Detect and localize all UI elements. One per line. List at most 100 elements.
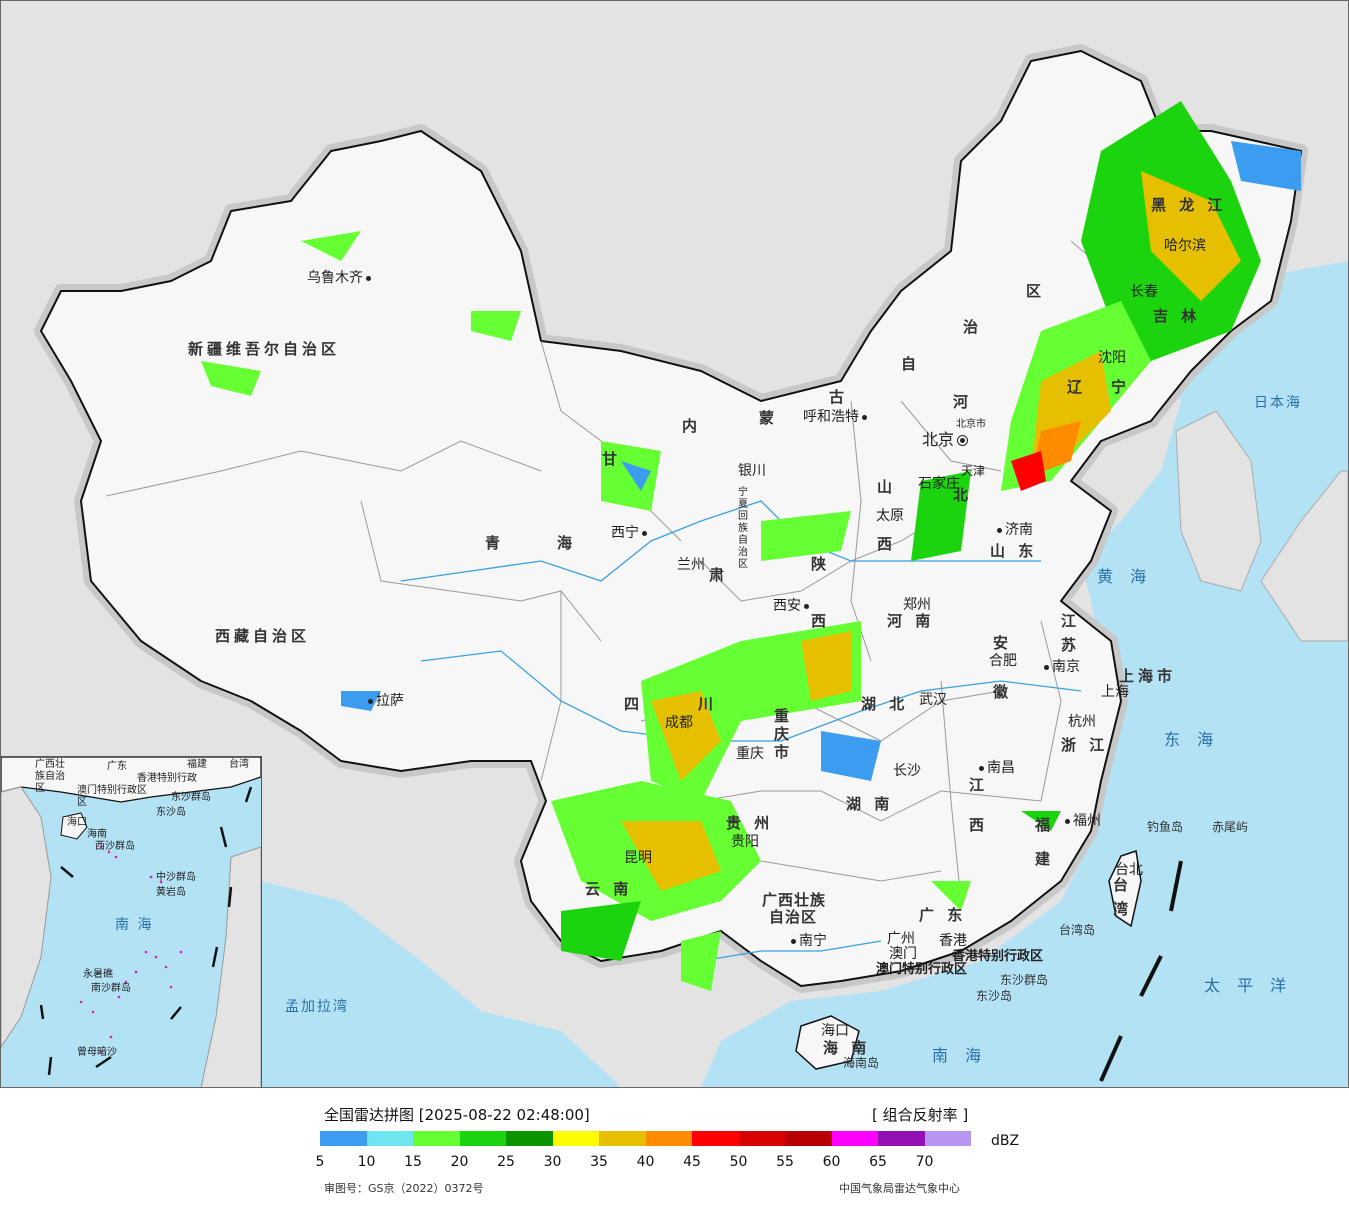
sea-south: 南 海	[932, 1046, 988, 1065]
sea-pacific: 太 平 洋	[1204, 976, 1293, 995]
sea-yellow: 黄 海	[1097, 567, 1153, 586]
city-dot	[862, 414, 867, 420]
city-dot	[1065, 818, 1070, 824]
city-dot	[1044, 664, 1049, 670]
region-liaoning-1: 辽	[1067, 378, 1087, 396]
legend-swatch	[366, 1131, 413, 1146]
city-wuhan: 武汉	[919, 692, 947, 708]
city-shenyang: 沈阳	[1098, 350, 1126, 366]
inset-label-nansea: 南 海	[115, 917, 154, 933]
city-nanjing: 南京	[1041, 659, 1080, 675]
legend-tick: 55	[776, 1154, 794, 1170]
inset-hainan	[60, 812, 88, 840]
city-dot	[642, 530, 647, 536]
island-diaoyu: 钓鱼岛	[1147, 820, 1184, 834]
region-beijing-city: 北京市	[956, 419, 986, 430]
legend-swatch	[645, 1131, 692, 1146]
city-dot	[997, 527, 1002, 533]
island-dongsha: 东沙岛	[976, 989, 1013, 1003]
city-hongkong: 香港	[939, 933, 967, 949]
region-shandong: 山 东	[990, 542, 1038, 560]
inset-label-fujian: 福建	[187, 759, 207, 770]
city-dot	[791, 938, 796, 944]
region-guizhou: 贵 州	[726, 814, 774, 832]
legend-swatch	[599, 1131, 646, 1146]
region-henan: 河 南	[887, 612, 935, 630]
city-nanning: 南宁	[788, 933, 827, 949]
inset-label-dsqd: 东沙群岛	[171, 792, 211, 803]
inset-island-dots	[79, 845, 183, 1054]
city-hangzhou: 杭州	[1068, 714, 1096, 730]
region-gansu-2: 肃	[709, 566, 729, 584]
legend-tick: 20	[450, 1154, 469, 1170]
city-fuzhou: 福州	[1062, 813, 1101, 829]
legend-tick: 65	[869, 1154, 887, 1170]
city-changsha: 长沙	[893, 763, 921, 779]
sar-macau: 澳门特别行政区	[876, 962, 968, 977]
japan-land	[1260, 470, 1348, 642]
region-neimenggu-1: 内	[682, 417, 702, 435]
region-fujian-2: 建	[1035, 850, 1055, 868]
legend-swatch	[878, 1131, 925, 1146]
legend-tick: 35	[590, 1154, 608, 1170]
legend-swatch	[692, 1131, 739, 1146]
region-jiangxi-1: 江	[969, 776, 989, 794]
inset-west-land	[1, 786, 52, 1048]
inset-label-yongshu: 永暑礁	[83, 969, 113, 980]
legend-tick: 40	[636, 1154, 655, 1170]
city-taibei: 台北	[1115, 862, 1143, 878]
region-sichuan-1: 四	[624, 695, 644, 713]
city-hefei: 合肥	[989, 653, 1017, 669]
region-liaoning-2: 宁	[1111, 378, 1131, 396]
region-guangxi-2: 自治区	[769, 908, 818, 926]
city-shijiazhuang: 石家庄	[918, 476, 960, 492]
legend-swatch	[831, 1131, 878, 1146]
region-shanxi-1: 山	[877, 478, 897, 496]
region-shaanxi-2: 西	[811, 612, 831, 630]
region-zhejiang: 浙 江	[1061, 736, 1109, 754]
city-changchun: 长春	[1130, 284, 1158, 300]
region-hubei: 湖 北	[861, 695, 909, 713]
region-shanghai: 上海市	[1119, 667, 1177, 685]
city-dot	[979, 765, 984, 771]
region-hebei-1: 河	[953, 393, 973, 411]
legend-unit: dBZ	[991, 1133, 1020, 1149]
island-chiwei: 赤尾屿	[1212, 820, 1249, 834]
legend-tick: 10	[357, 1154, 376, 1170]
region-jiangsu-2: 苏	[1061, 636, 1081, 654]
city-chongqing: 重庆	[736, 746, 764, 762]
radar-map: 新疆维吾尔自治区 西藏自治区 青 海 甘 肃 内 蒙 古 自 治 区 黑 龙 江…	[0, 0, 1349, 1088]
radar-echoes	[201, 101, 1301, 991]
sea-bengal: 孟加拉湾	[285, 999, 349, 1015]
region-gansu-1: 甘	[602, 450, 622, 468]
city-xian: 西安	[773, 598, 812, 614]
region-jilin: 吉 林	[1153, 307, 1201, 325]
region-fujian-1: 福	[1035, 816, 1055, 834]
china-land	[40, 50, 1302, 987]
city-chengdu: 成都	[665, 715, 693, 731]
region-taiwan-1: 台	[1113, 876, 1133, 894]
bengal-sea-area	[261, 881, 621, 1087]
city-shanghai: 上海	[1101, 684, 1129, 700]
region-neimenggu-2: 蒙	[759, 409, 779, 427]
legend-swatch	[320, 1131, 367, 1146]
capital-icon	[957, 435, 969, 446]
legend-swatch	[506, 1131, 553, 1146]
city-jinan: 济南	[994, 522, 1033, 538]
legend-product: [ 组合反射率 ]	[872, 1106, 969, 1124]
city-yinchuan: 银川	[738, 463, 766, 479]
inset-dashed-line	[39, 786, 253, 1076]
taiwan-land	[1108, 850, 1142, 928]
region-neimenggu-6: 区	[1026, 282, 1046, 300]
region-jiangsu-1: 江	[1061, 612, 1081, 630]
inset-label-hainan: 海南	[87, 829, 107, 840]
inset-label-guangxi: 广西壮族自治区	[35, 759, 65, 794]
inset-label-guangdong: 广东	[107, 761, 127, 772]
region-hunan: 湖 南	[846, 795, 894, 813]
region-yunnan: 云 南	[585, 880, 633, 898]
legend-tick: 60	[822, 1154, 841, 1170]
inset-label-mo: 澳门特别行政区	[77, 785, 137, 808]
legend-tick: 5	[315, 1154, 325, 1170]
inset-label-hk: 香港特别行政区	[137, 773, 197, 796]
korea-land	[1175, 410, 1262, 592]
